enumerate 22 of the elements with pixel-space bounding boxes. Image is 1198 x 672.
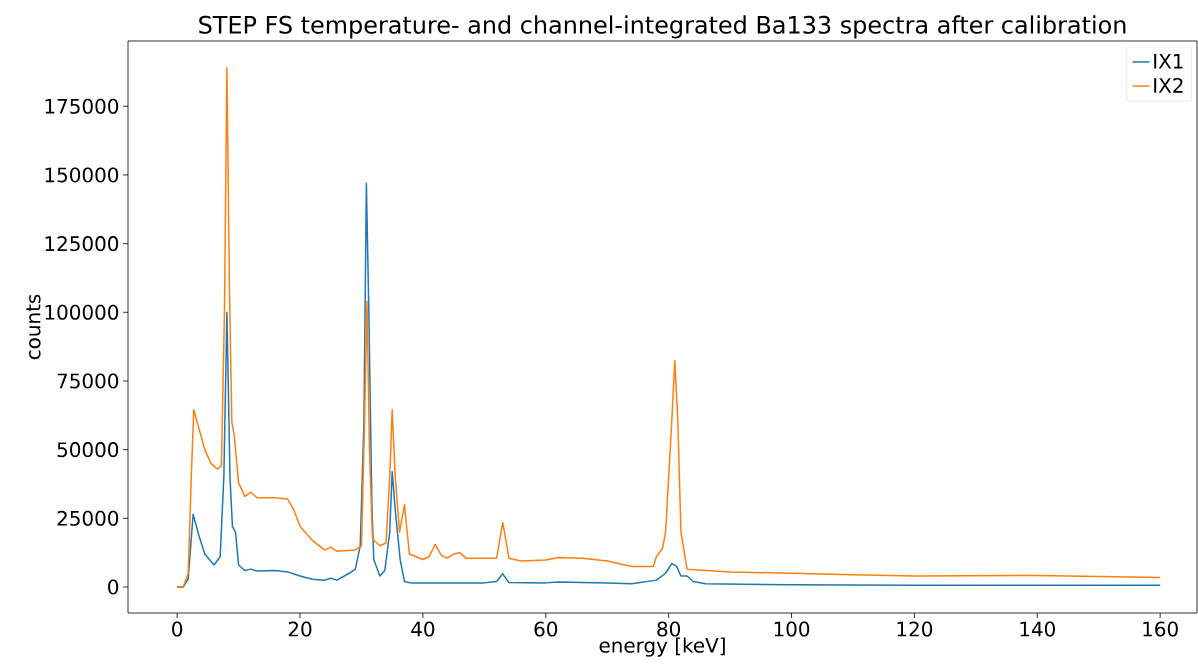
y-tick-label: 25000: [57, 510, 119, 526]
x-tick-label: 160: [1143, 621, 1178, 637]
x-tick-label: 140: [1020, 621, 1055, 637]
x-tick-label: 120: [897, 621, 933, 637]
y-tick-label: 100000: [45, 304, 119, 320]
x-tick-label: 20: [288, 621, 312, 637]
y-tick-label: 50000: [57, 442, 119, 458]
y-tick-label: 75000: [57, 373, 119, 389]
chart-title: STEP FS temperature- and channel-integrated Ba133 spectra after calibration: [199, 15, 1126, 39]
x-tick-label: 60: [534, 621, 558, 637]
legend-label: IX1: [1154, 53, 1183, 69]
y-tick-label: 125000: [45, 236, 119, 252]
x-axis-title: energy [keV]: [599, 637, 725, 657]
x-tick-label: 40: [411, 621, 435, 637]
x-tick-label: 80: [657, 621, 680, 637]
y-axis-title: counts: [26, 294, 41, 360]
x-tick-label: 0: [172, 621, 183, 637]
y-tick-label: 175000: [45, 98, 119, 114]
y-tick-label: 0: [108, 579, 119, 595]
legend-label: IX2: [1154, 77, 1183, 93]
y-tick-label: 150000: [45, 167, 119, 183]
x-tick-label: 100: [774, 621, 810, 637]
